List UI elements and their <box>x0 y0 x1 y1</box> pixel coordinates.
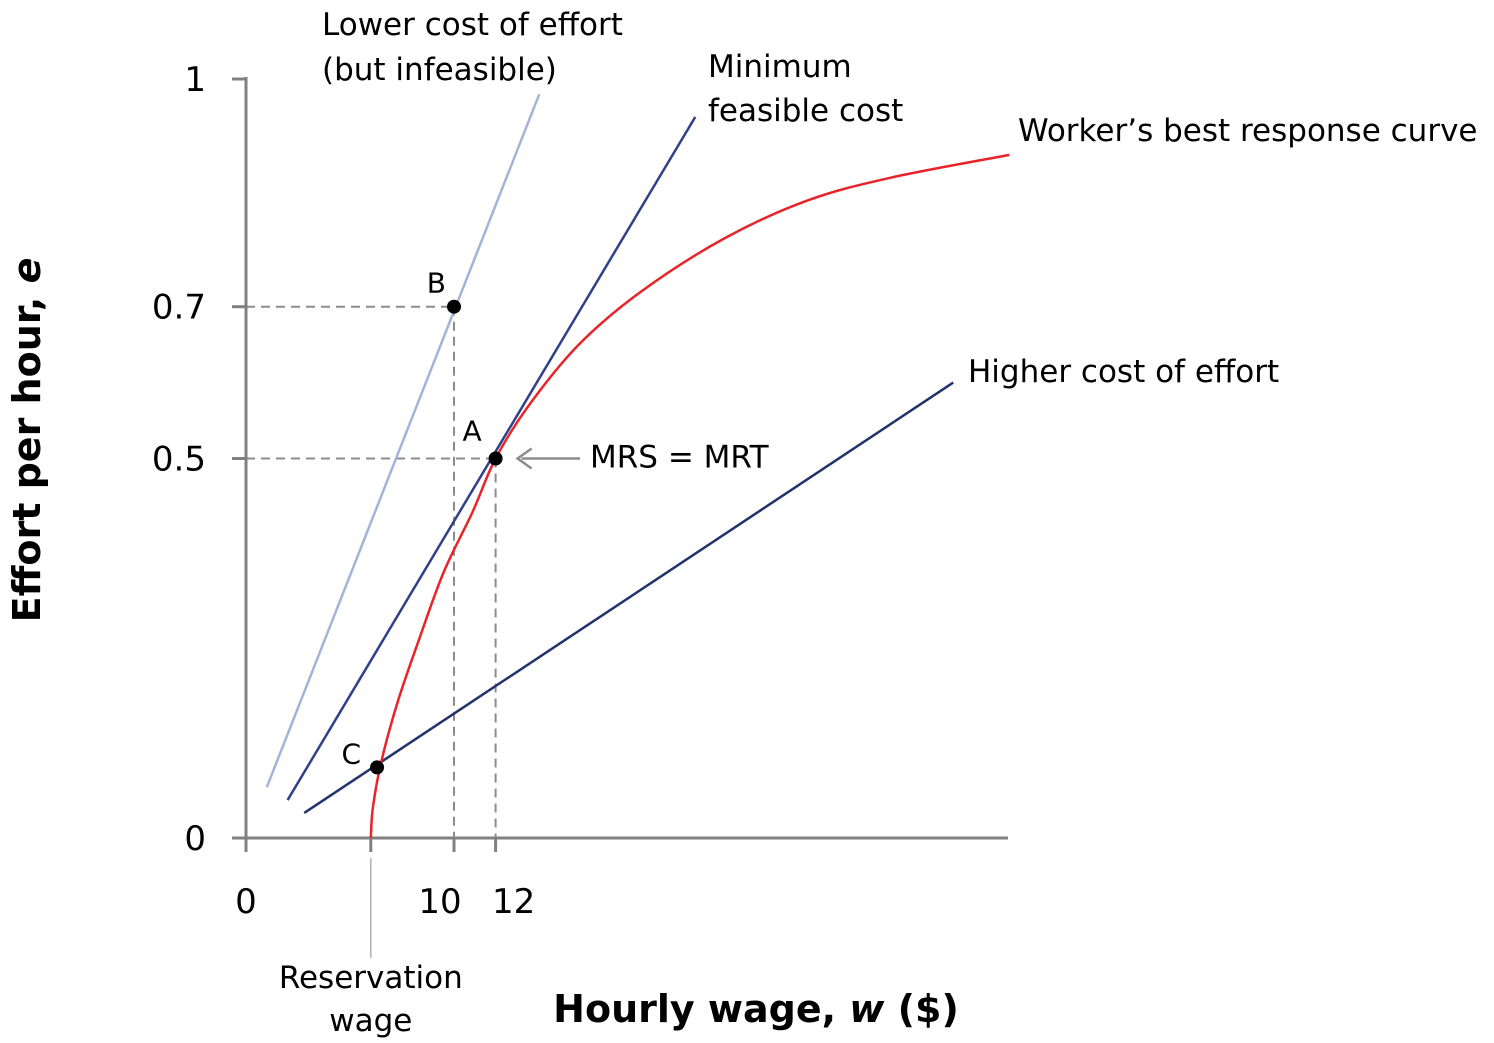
point-a-marker <box>488 451 503 466</box>
y-axis-title-var: e <box>5 258 49 284</box>
mrs-mrt-label: MRS = MRT <box>590 440 770 476</box>
reservation-wage-label: wage <box>329 1003 412 1039</box>
point-b-label: B <box>427 267 446 300</box>
y-tick-label: 0 <box>184 819 206 859</box>
point-c-marker <box>370 760 385 775</box>
x-axis-title-var: w <box>849 987 885 1031</box>
point-b-marker <box>447 299 461 314</box>
best-response-curve <box>369 153 1010 839</box>
y-tick-label: 0.7 <box>152 288 206 328</box>
best-response-label: Worker’s best response curve <box>1018 113 1478 149</box>
y-tick-label: 0.5 <box>152 440 206 480</box>
x-axis-title-main: Hourly wage, <box>553 987 849 1031</box>
x-axis-title-unit: ($) <box>884 987 958 1031</box>
reservation-wage-label: Reservation <box>279 960 463 996</box>
y-axis-title: Effort per hour, e <box>5 258 49 623</box>
x-tick-label: 12 <box>492 882 535 922</box>
point-a-label: A <box>462 415 481 448</box>
y-tick-label: 1 <box>184 60 206 100</box>
lower-cost-line <box>265 93 541 788</box>
mrs-mrt-arrow-head <box>515 447 533 470</box>
x-axis-title: Hourly wage, w ($) <box>553 987 959 1031</box>
point-c-label: C <box>341 737 361 770</box>
x-tick-label: 0 <box>235 882 257 922</box>
point-markers <box>370 299 503 775</box>
x-tick-label: 10 <box>418 882 461 922</box>
minimum-feasible-cost-label: Minimum <box>708 49 852 85</box>
lower-cost-label: Lower cost of effort <box>322 7 623 43</box>
minimum-feasible-cost-label: feasible cost <box>708 93 903 129</box>
guide-lines <box>246 305 497 838</box>
axes <box>232 77 1008 958</box>
higher-cost-line <box>303 381 954 814</box>
y-axis-title-main: Effort per hour, <box>5 283 49 622</box>
lower-cost-label: (but infeasible) <box>322 52 557 88</box>
higher-cost-label: Higher cost of effort <box>968 354 1279 390</box>
